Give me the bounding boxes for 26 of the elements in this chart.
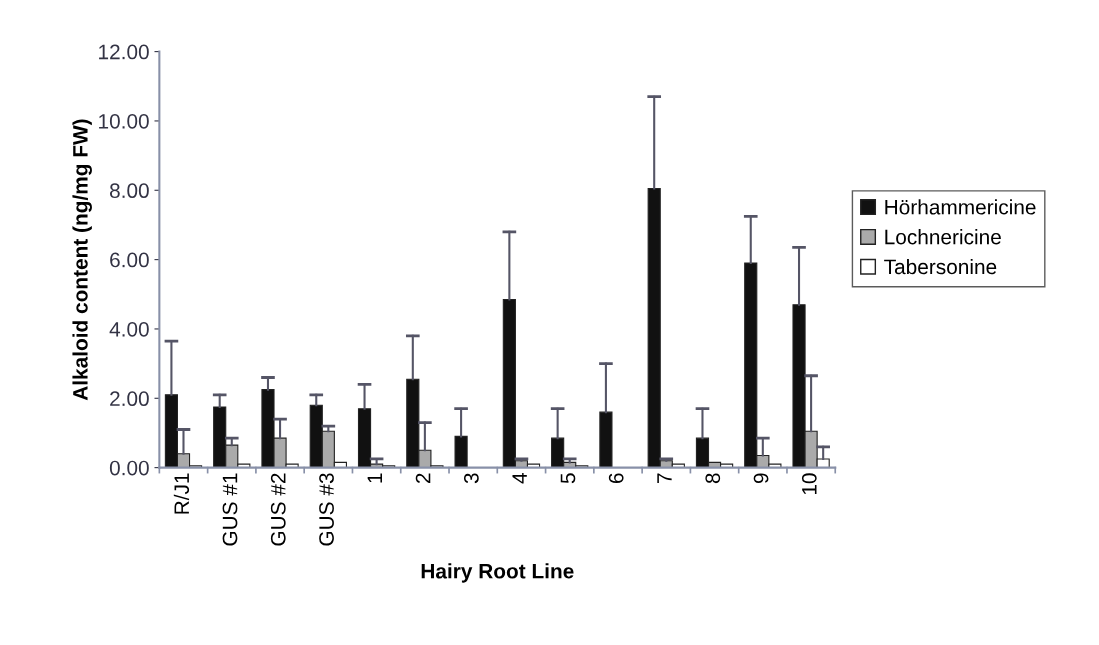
y-tick-label: 6.00 [110,252,149,268]
x-tick-label: GUS #2 [270,473,286,546]
x-tick-label: 9 [753,473,769,484]
y-tick-label: 12.00 [99,44,149,60]
x-tick-label: 4 [512,473,527,484]
x-tick-label: R/J1 [173,473,190,514]
x-tick-label: 8 [705,473,721,484]
x-tick-label: 5 [560,473,576,484]
x-tick-label: 1 [367,473,382,483]
legend-label: Lochnericine [885,229,1001,245]
x-tick-label: GUS #1 [222,473,238,546]
x-tick-label: 7 [657,473,672,483]
legend-label: Hörhammericine [885,199,1036,215]
x-tick-label: 2 [415,473,431,484]
y-tick-label: 2.00 [110,391,149,407]
x-tick-label: 3 [464,473,479,484]
x-tick-label: 10 [801,473,817,495]
y-tick-label: 0.00 [109,460,149,476]
x-tick-label: 6 [608,473,624,484]
y-tick-label: 4.00 [109,321,149,337]
x-tick-label: GUS #3 [319,473,334,546]
legend-label: Tabersonine [884,258,997,275]
x-axis-title: Hairy Root Line [421,563,574,583]
y-tick-label: 8.00 [109,183,149,199]
y-axis-title: Alkaloid content (ng/mg FW) [72,119,92,401]
y-tick-label: 10.00 [99,113,149,129]
